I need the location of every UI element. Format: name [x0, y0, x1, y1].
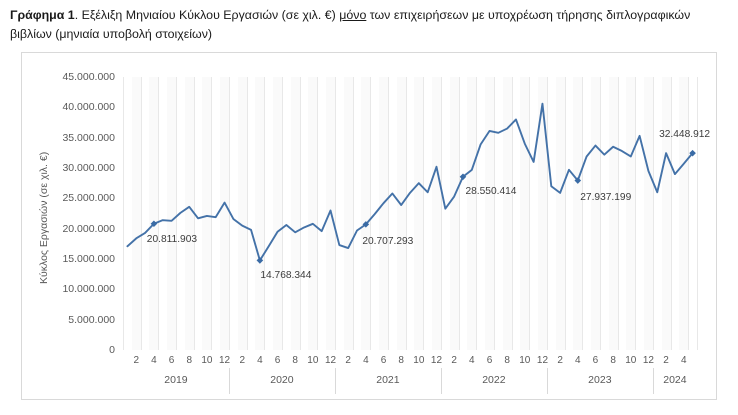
figure-caption-emphasis: μόνο — [339, 8, 367, 22]
figure-caption-lead: Γράφημα 1 — [10, 8, 75, 22]
y-axis-title: Κύκλος Εργασιών (σε χιλ. €) — [38, 151, 50, 284]
figure-caption-part2: των επιχειρήσεων με υποχρέωση τήρησης δι… — [10, 8, 691, 41]
figure-caption: Γράφημα 1. Εξέλιξη Μηνιαίου Κύκλου Εργασ… — [10, 6, 728, 43]
series-line-turnover — [126, 102, 696, 264]
plot-area — [123, 77, 698, 350]
x-axis-year-labels: 2019 2020 2021 2022 2023 2024 — [123, 368, 697, 394]
chart-container: 45.000.000 40.000.000 35.000.000 30.000.000… — [21, 52, 717, 400]
x-axis-month-labels: 2 4 6 8 10 12 2 4 6 8 10 12 2 4 6 8 10 12 2 4 6 8 10 12 2 4 6 8 10 12… — [133, 355, 687, 366]
figure-caption-part1: . Εξέλιξη Μηνιαίου Κύκλου Εργασιών (σε χ… — [74, 8, 340, 22]
